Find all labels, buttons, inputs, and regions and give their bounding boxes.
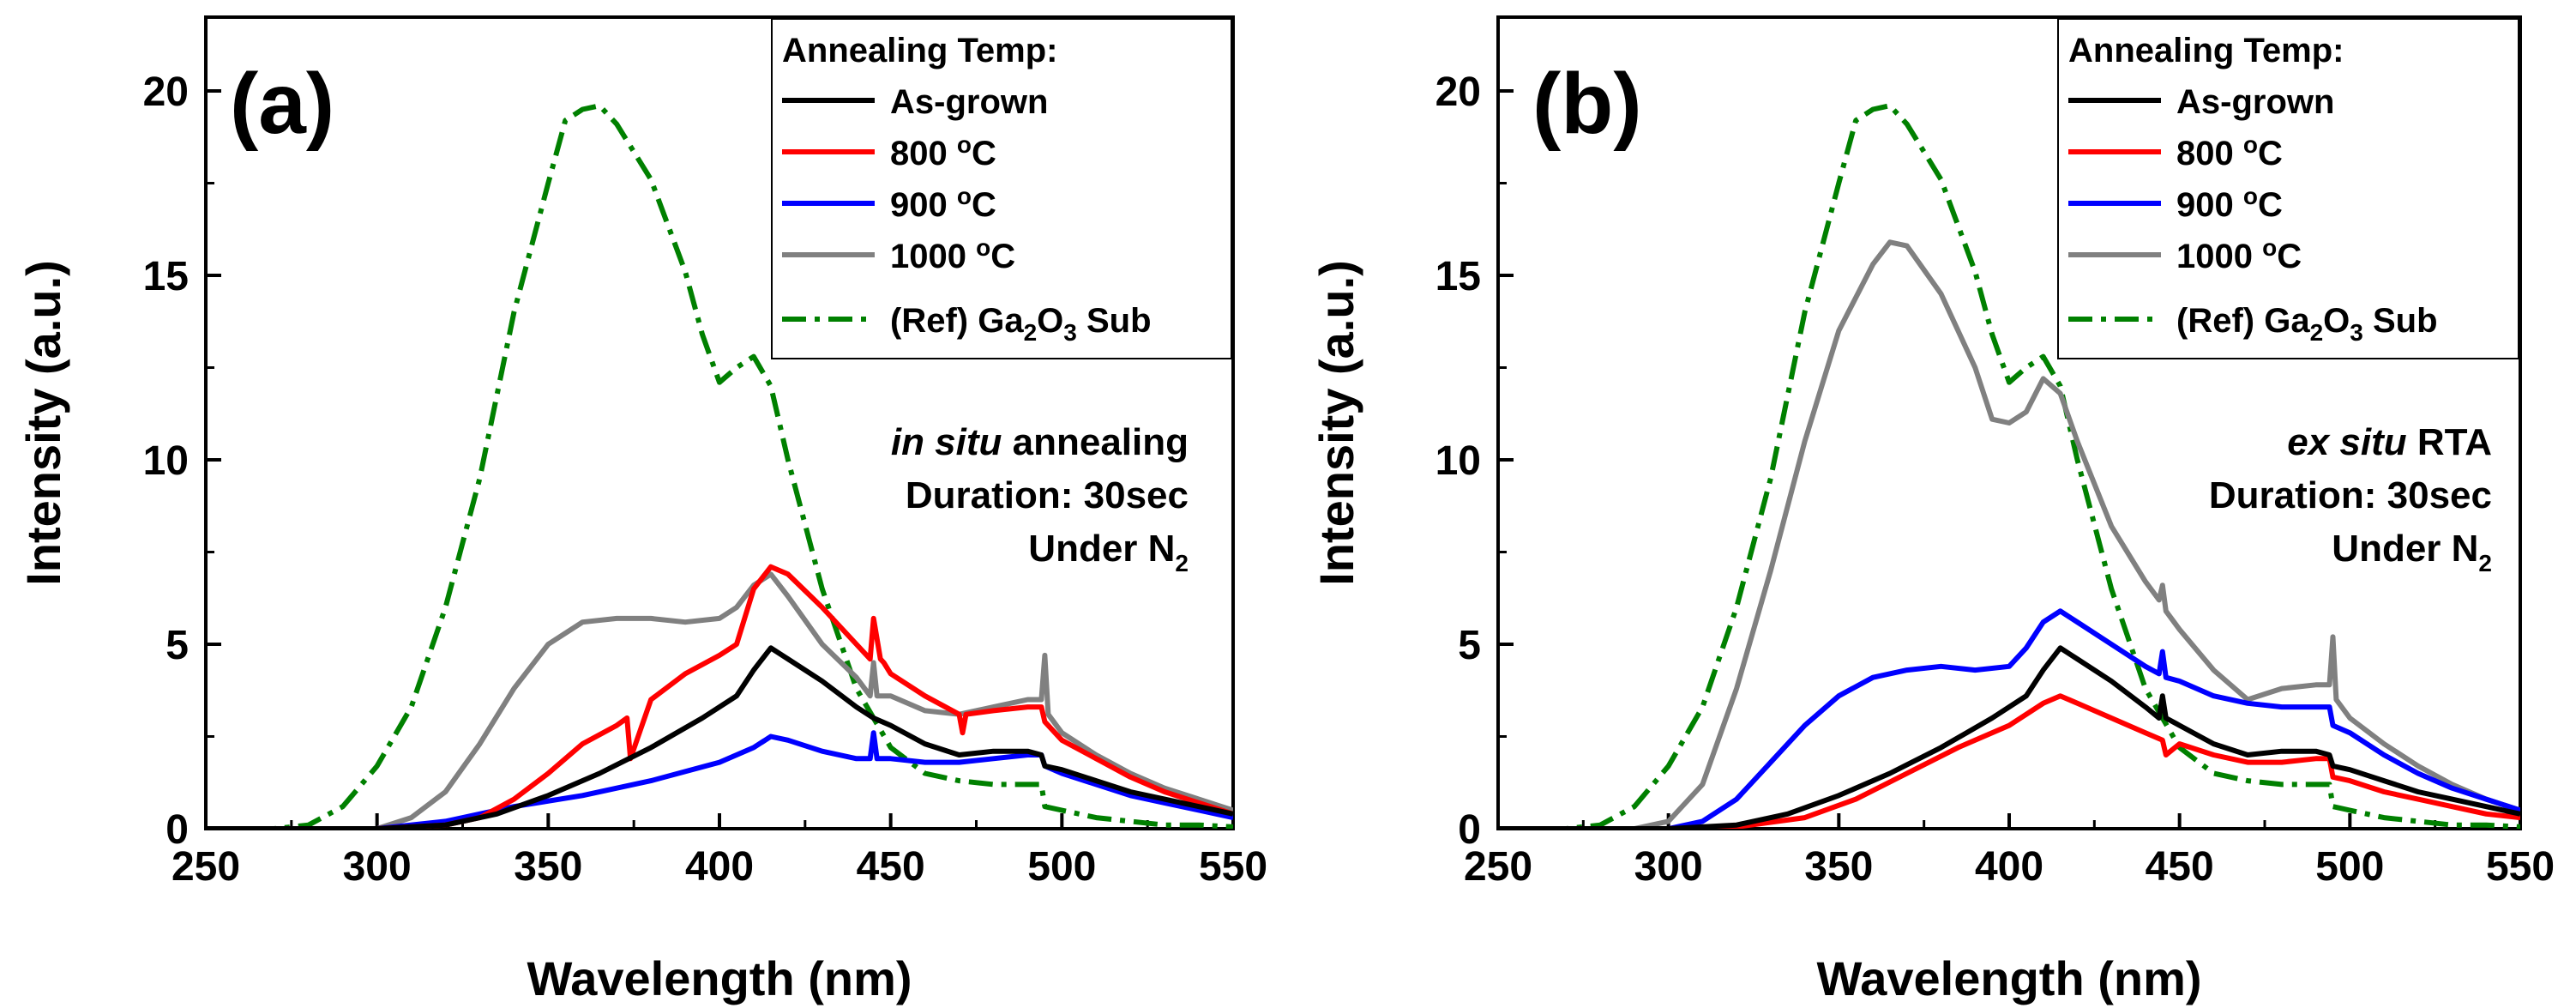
series-group: [1498, 103, 2520, 829]
y-tick-label: 0: [166, 807, 189, 853]
legend-title: Annealing Temp:: [782, 32, 1057, 69]
y-tick-label: 0: [1458, 807, 1481, 853]
y-tick-label: 10: [143, 438, 189, 484]
series-line-800-c: [1498, 693, 2520, 829]
x-tick-label: 550: [2486, 844, 2555, 890]
x-tick-label: 300: [1634, 844, 1703, 890]
legend-label-800: 800 oC: [2176, 131, 2283, 172]
y-tick-label: 20: [143, 69, 189, 115]
legend-label-1000: 1000 oC: [890, 234, 1015, 275]
x-tick-label: 300: [343, 844, 412, 890]
panel-label: (b): [1532, 56, 1642, 152]
annotation-line-3: Under N2: [1028, 528, 1189, 576]
legend-box: [771, 18, 1232, 359]
axis-ticks: 250 300 350 400 450 500 550 0 5 10 15 20: [143, 69, 1267, 890]
x-tick-label: 250: [172, 844, 240, 890]
annotation: ex situ RTA Duration: 30sec Under N2: [2209, 421, 2492, 576]
x-tick-label: 350: [514, 844, 582, 890]
x-tick-label: 400: [685, 844, 754, 890]
series-line-800-c: [206, 564, 1233, 829]
x-axis-title: Wavelength (nm): [527, 951, 912, 1005]
x-tick-label: 550: [1199, 844, 1267, 890]
annotation-line-1: ex situ RTA: [2287, 421, 2492, 463]
panel-label: (a): [230, 56, 334, 152]
annotation: in situ annealing Duration: 30sec Under …: [891, 421, 1189, 576]
chart-panel-b: 250 300 350 400 450 500 550 0 5 10 15 20 (b) Wavele…: [1309, 15, 2555, 1005]
legend: Annealing Temp: As-grown 800 oC 900 oC 1…: [2057, 18, 2519, 359]
legend-label-as-grown: As-grown: [890, 83, 1048, 121]
legend: Annealing Temp: As-grown 800 oC 900 oC 1…: [771, 18, 1232, 359]
y-tick-label: 20: [1435, 69, 1481, 115]
y-axis-title: Intensity (a.u.): [16, 260, 70, 586]
chart-panel-a: 250 300 350 400 450 500 550 0 5 10 15 20 (a) Wavele…: [16, 15, 1267, 1005]
x-tick-label: 500: [2315, 844, 2384, 890]
x-tick-label: 250: [1464, 844, 1532, 890]
y-tick-label: 5: [166, 623, 189, 668]
series-group: [206, 103, 1233, 829]
x-tick-label: 450: [857, 844, 925, 890]
y-tick-label: 10: [1435, 438, 1481, 484]
annotation-line-2: Duration: 30sec: [906, 474, 1189, 516]
legend-label-1000: 1000 oC: [2176, 234, 2302, 275]
annotation-line-3: Under N2: [2332, 528, 2492, 576]
y-tick-label: 15: [1435, 254, 1481, 299]
series-line-as-grown: [206, 645, 1233, 829]
series-line-1000-c: [206, 571, 1233, 829]
annotation-line-2: Duration: 30sec: [2209, 474, 2492, 516]
legend-label-ref: (Ref) Ga2O3 Sub: [2176, 302, 2438, 346]
y-axis-title: Intensity (a.u.): [1309, 260, 1363, 586]
annotation-line-1: in situ annealing: [891, 421, 1189, 463]
legend-label-900: 900 oC: [2176, 183, 2283, 224]
x-tick-label: 500: [1027, 844, 1096, 890]
series-line-ref-ga2o3-sub: [206, 103, 1233, 829]
legend-label-ref: (Ref) Ga2O3 Sub: [890, 302, 1152, 346]
legend-box: [2057, 18, 2519, 359]
series-line-as-grown: [1498, 645, 2520, 829]
y-tick-label: 15: [143, 254, 189, 299]
y-tick-label: 5: [1458, 623, 1481, 668]
series-line-1000-c: [1498, 239, 2520, 829]
legend-label-900: 900 oC: [890, 183, 996, 224]
x-tick-label: 350: [1804, 844, 1873, 890]
axis-ticks: 250 300 350 400 450 500 550 0 5 10 15 20: [1435, 69, 2555, 890]
x-tick-label: 450: [2146, 844, 2214, 890]
x-axis-title: Wavelength (nm): [1816, 951, 2201, 1005]
series-line-900-c: [206, 730, 1233, 829]
x-tick-label: 400: [1975, 844, 2043, 890]
series-line-900-c: [1498, 608, 2520, 829]
legend-label-as-grown: As-grown: [2176, 83, 2334, 121]
legend-label-800: 800 oC: [890, 131, 996, 172]
legend-title: Annealing Temp:: [2068, 32, 2344, 69]
